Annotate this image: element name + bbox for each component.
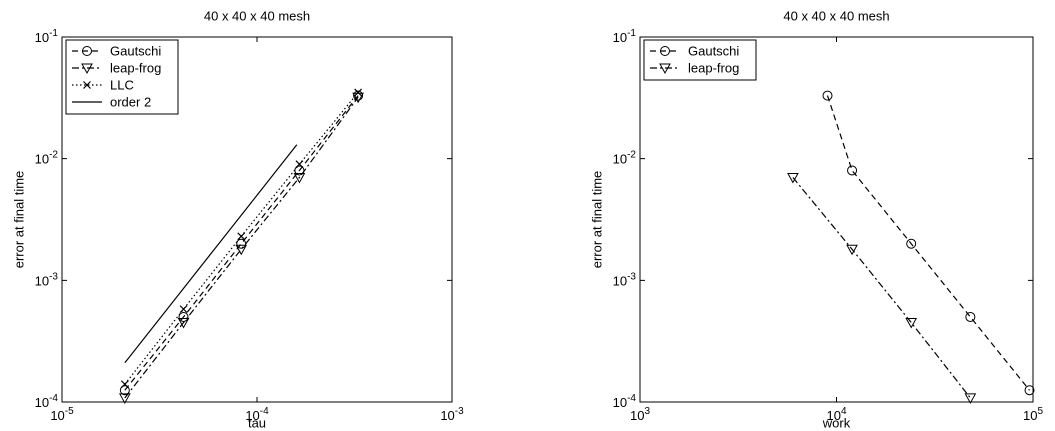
marker [293, 173, 306, 184]
series-line [124, 95, 359, 391]
series-line [124, 144, 298, 364]
marker [353, 90, 364, 101]
y-axis-label: error at final time [11, 171, 26, 269]
legend-label: leap-frog [688, 60, 739, 75]
marker [295, 160, 304, 169]
y-tick-label: 10-4 [35, 393, 59, 411]
y-tick-label: 10-1 [35, 28, 59, 46]
marker [822, 90, 833, 101]
marker [119, 385, 130, 396]
x-tick-label: 10-5 [50, 406, 74, 424]
x-tick-label: 103 [630, 406, 650, 424]
marker [179, 305, 188, 314]
legend-label: order 2 [110, 94, 151, 109]
marker [964, 393, 977, 404]
marker [787, 173, 799, 184]
y-tick-label: 10-2 [613, 149, 637, 167]
marker [354, 88, 363, 97]
y-tick-label: 10-3 [613, 271, 637, 289]
y-tick-label: 10-1 [613, 28, 637, 46]
marker [659, 63, 671, 75]
legend-label: LLC [110, 77, 134, 92]
y-tick-label: 10-3 [35, 271, 59, 289]
marker [846, 244, 858, 256]
marker [178, 311, 189, 322]
marker [965, 311, 976, 322]
marker [847, 165, 858, 176]
marker [237, 232, 246, 241]
marker [82, 46, 92, 56]
marker [83, 81, 91, 89]
marker [660, 46, 670, 56]
y-tick-label: 10-4 [613, 393, 637, 411]
x-axis-label: tau [248, 415, 266, 430]
chart-title: 40 x 40 x 40 mesh [783, 8, 889, 23]
y-tick-label: 10-2 [35, 149, 59, 167]
marker [120, 380, 129, 389]
series-line [826, 95, 1030, 391]
series-line [124, 96, 359, 399]
plot-area [639, 36, 1034, 403]
marker [118, 393, 131, 404]
x-tick-label: 10-3 [440, 406, 464, 424]
chart-title: 40 x 40 x 40 mesh [204, 8, 310, 23]
marker [177, 318, 190, 329]
legend-label: Gautschi [688, 43, 739, 58]
marker [235, 244, 248, 256]
series-line [792, 177, 971, 399]
x-tick-label: 105 [1023, 406, 1043, 424]
marker [906, 238, 917, 249]
x-tick-label: 10-4 [245, 406, 269, 424]
marker [1024, 385, 1035, 396]
marker [905, 318, 918, 329]
x-axis-label: work [822, 415, 851, 430]
x-tick-label: 104 [826, 406, 846, 424]
legend-label: leap-frog [110, 60, 161, 75]
y-axis-label: error at final time [589, 171, 604, 269]
legend-label: Gautschi [110, 43, 161, 58]
marker [81, 63, 93, 75]
